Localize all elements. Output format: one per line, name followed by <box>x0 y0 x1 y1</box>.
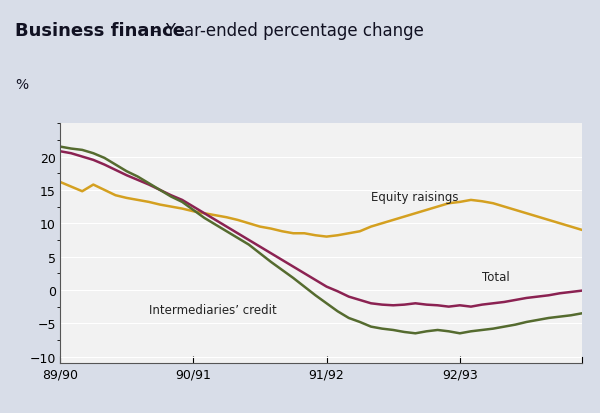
Text: Total: Total <box>482 270 510 283</box>
Text: Intermediaries’ credit: Intermediaries’ credit <box>149 304 277 316</box>
Text: Business finance: Business finance <box>15 22 185 40</box>
Text: Equity raisings: Equity raisings <box>371 190 458 204</box>
Text: – Year-ended percentage change: – Year-ended percentage change <box>147 22 424 40</box>
Text: %: % <box>15 78 28 91</box>
